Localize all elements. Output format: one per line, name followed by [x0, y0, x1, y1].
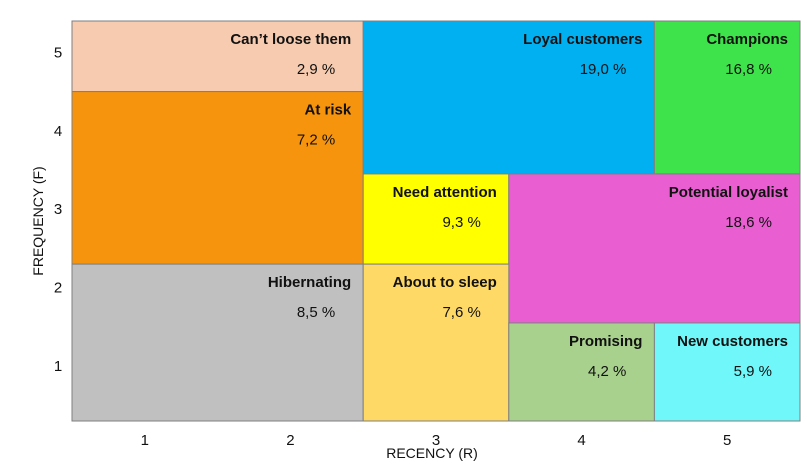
y-tick-label: 3 [54, 201, 62, 218]
segment-value-promising: 4,2 % [588, 363, 626, 380]
segment-value-champions: 16,8 % [725, 61, 772, 78]
x-tick-label: 3 [432, 432, 440, 449]
segment-label-hibernating: Hibernating [268, 274, 351, 291]
segment-rect-hibernating [71, 263, 364, 422]
x-tick-label: 1 [141, 432, 149, 449]
x-axis-label: RECENCY (R) [386, 445, 478, 461]
segment-value-about-to-sleep: 7,6 % [442, 304, 480, 321]
segment-label-new-customers: New customers [677, 333, 788, 350]
segment-label-promising: Promising [569, 333, 642, 350]
segment-label-champions: Champions [706, 31, 788, 48]
segment-cant-loose-them: Can’t loose them 2,9 % [71, 20, 364, 93]
segment-rect-about-to-sleep [362, 263, 510, 422]
segment-hibernating: Hibernating 8,5 % [71, 263, 364, 422]
segment-rect-need-attention [362, 173, 510, 265]
segment-value-loyal-customers: 19,0 % [580, 61, 627, 78]
segment-at-risk: At risk 7,2 % [71, 91, 364, 265]
segment-label-at-risk: At risk [305, 102, 352, 119]
segment-loyal-customers: Loyal customers 19,0 % [362, 20, 655, 175]
y-axis-label: FREQUENCY (F) [30, 166, 46, 275]
y-tick-label: 1 [54, 358, 62, 375]
segment-potential-loyalist: Potential loyalist 18,6 % [508, 173, 801, 324]
y-tick-label: 5 [54, 44, 62, 61]
y-tick-label: 2 [54, 280, 62, 297]
x-tick-label: 4 [577, 432, 585, 449]
segment-rect-cant-loose-them [71, 20, 364, 93]
x-tick-label: 5 [723, 432, 731, 449]
segment-rect-new-customers [653, 322, 801, 422]
segment-rect-loyal-customers [362, 20, 655, 175]
segment-value-hibernating: 8,5 % [297, 304, 335, 321]
axes [71, 21, 800, 422]
segment-rectangles: Can’t loose them 2,9 % At risk 7,2 % Hiberna… [71, 20, 801, 422]
segment-value-potential-loyalist: 18,6 % [725, 214, 772, 231]
x-tick-labels: 1 2 3 4 5 [141, 432, 732, 449]
segment-rect-potential-loyalist [508, 173, 801, 324]
segment-value-need-attention: 9,3 % [442, 214, 480, 231]
segment-value-new-customers: 5,9 % [734, 363, 772, 380]
segment-rect-champions [653, 20, 801, 175]
segment-new-customers: New customers 5,9 % [653, 322, 801, 422]
segment-rect-at-risk [71, 91, 364, 265]
segment-label-about-to-sleep: About to sleep [393, 274, 497, 291]
segment-value-at-risk: 7,2 % [297, 132, 335, 149]
segment-champions: Champions 16,8 % [653, 20, 801, 175]
y-tick-labels: 1 2 3 4 5 [54, 44, 62, 375]
segment-need-attention: Need attention 9,3 % [362, 173, 510, 265]
segment-label-loyal-customers: Loyal customers [523, 31, 642, 48]
segment-promising: Promising 4,2 % [508, 322, 655, 422]
segment-label-potential-loyalist: Potential loyalist [669, 184, 788, 201]
x-tick-label: 2 [286, 432, 294, 449]
y-tick-label: 4 [54, 123, 62, 140]
segment-label-cant-loose-them: Can’t loose them [230, 31, 351, 48]
segment-about-to-sleep: About to sleep 7,6 % [362, 263, 510, 422]
segment-label-need-attention: Need attention [393, 184, 497, 201]
segment-value-cant-loose-them: 2,9 % [297, 61, 335, 78]
